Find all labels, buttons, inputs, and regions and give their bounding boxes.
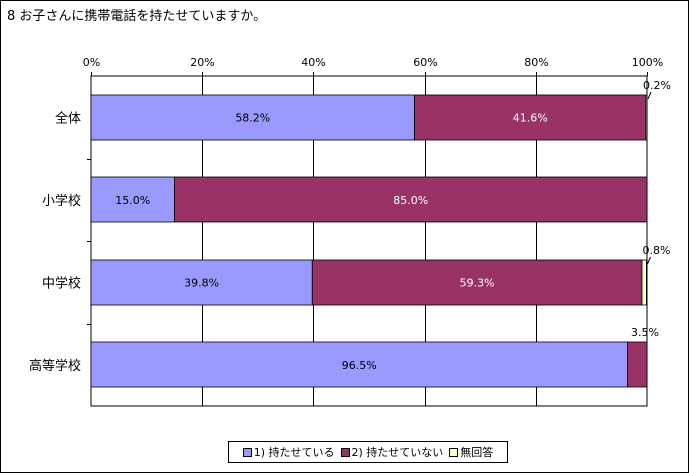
bar-segment xyxy=(627,341,648,388)
data-label: 15.0% xyxy=(115,194,150,207)
legend-item-none: 無回答 xyxy=(449,444,493,460)
data-label: 41.6% xyxy=(513,111,548,124)
bar-segment xyxy=(641,259,647,306)
data-label-leader xyxy=(647,91,652,100)
bar-segment xyxy=(414,94,647,141)
chart-title: 8 お子さんに携帯電話を持たせていますか。 xyxy=(7,9,267,24)
legend-item-yes: 1) 持たせている xyxy=(242,444,335,460)
legend-swatch-none xyxy=(449,447,459,457)
bar-segment xyxy=(645,94,648,141)
category-label: 全体 xyxy=(55,110,81,126)
legend-item-no: 2) 持たせていない xyxy=(340,444,444,460)
data-label: 0.2% xyxy=(643,79,671,92)
bar-segment xyxy=(90,259,313,306)
bar-segment xyxy=(173,176,648,223)
x-tick-label: 80% xyxy=(524,56,548,69)
x-tick-label: 60% xyxy=(413,56,437,69)
x-tick-label: 20% xyxy=(190,56,214,69)
bar-segment xyxy=(90,94,415,141)
data-label: 3.5% xyxy=(631,326,659,339)
x-tick-label: 0% xyxy=(83,56,100,69)
bar-segment xyxy=(311,259,643,306)
legend: 1) 持たせている 2) 持たせていない 無回答 xyxy=(228,441,508,463)
data-label: 0.8% xyxy=(642,244,670,257)
category-label: 中学校 xyxy=(42,275,81,291)
category-label: 高等学校 xyxy=(29,358,81,374)
data-label: 85.0% xyxy=(393,194,428,207)
data-label-leader xyxy=(646,256,651,265)
data-label: 58.2% xyxy=(235,111,270,124)
bar-segment xyxy=(90,176,175,223)
legend-label-no: 2) 持たせていない xyxy=(351,446,444,459)
x-tick-label: 40% xyxy=(301,56,325,69)
legend-swatch-no xyxy=(340,447,350,457)
legend-label-yes: 1) 持たせている xyxy=(253,446,335,459)
legend-swatch-yes xyxy=(242,447,252,457)
x-tick-label: 100% xyxy=(632,56,663,69)
bar-segment xyxy=(90,341,628,388)
data-label: 39.8% xyxy=(184,276,219,289)
data-label: 59.3% xyxy=(460,276,495,289)
legend-label-none: 無回答 xyxy=(460,446,494,459)
data-label: 96.5% xyxy=(342,359,377,372)
category-label: 小学校 xyxy=(42,193,81,209)
